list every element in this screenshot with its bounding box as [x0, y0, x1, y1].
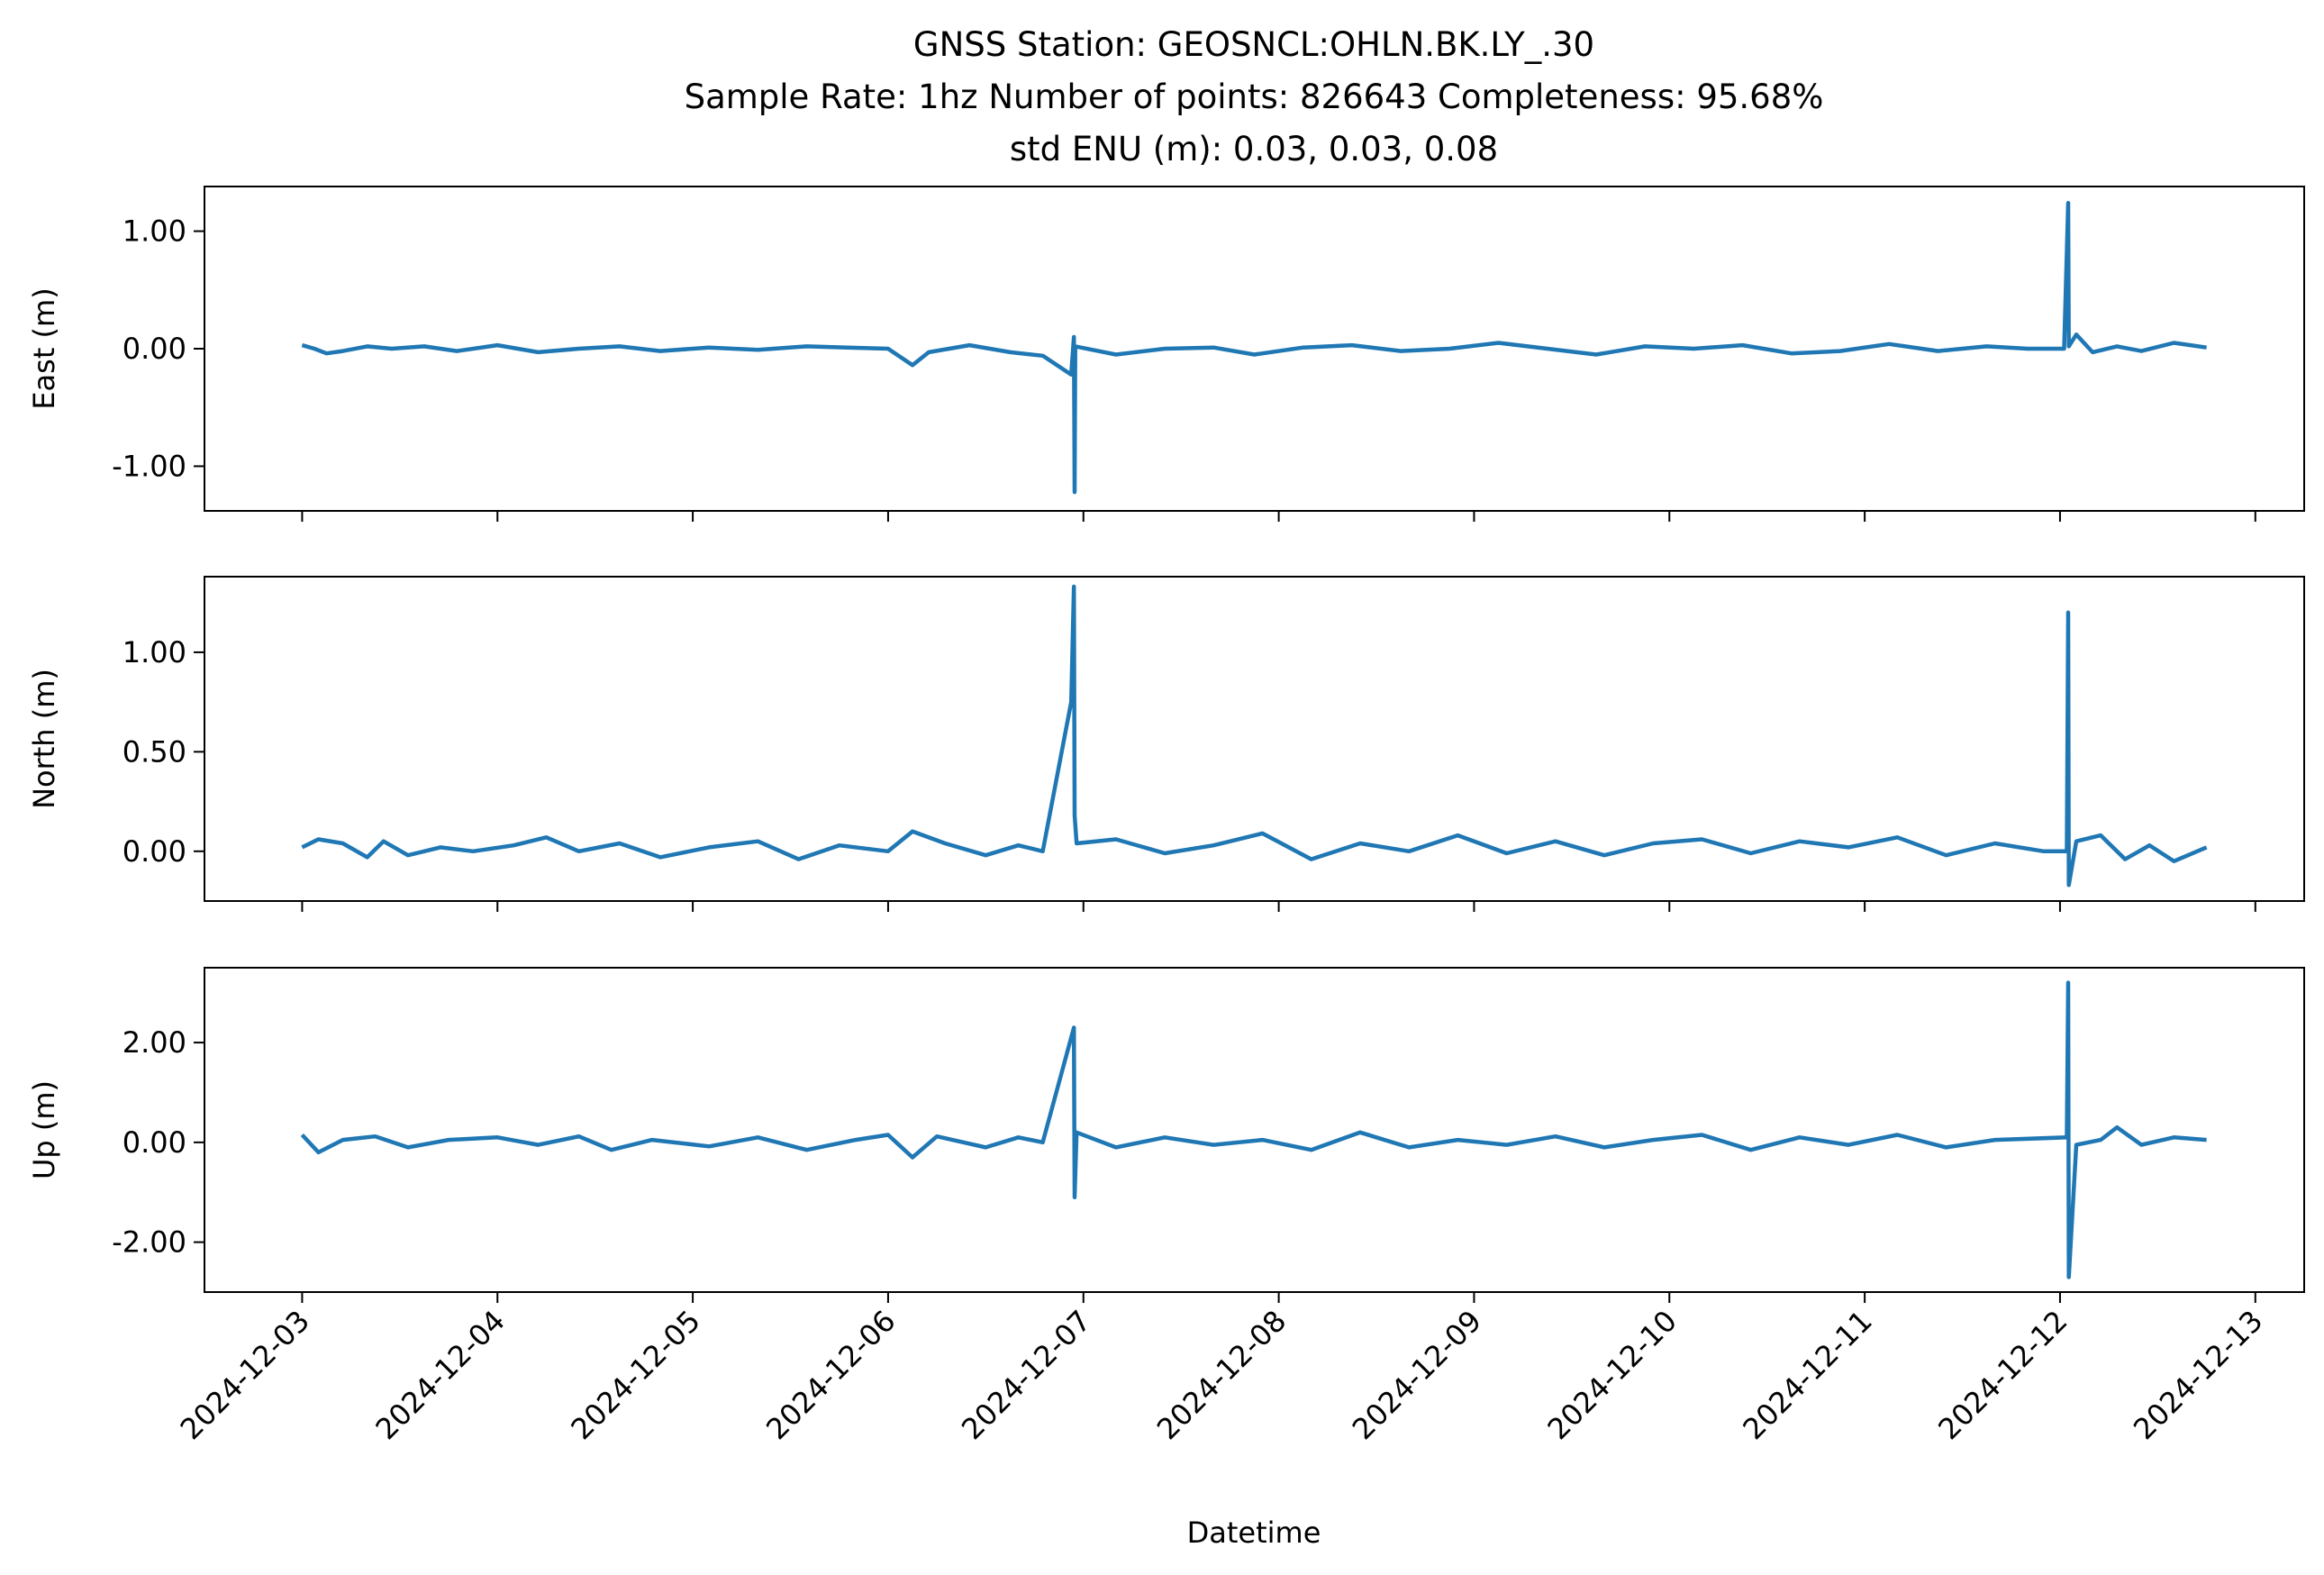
x-tick-label-3: 2024-12-06: [759, 1304, 902, 1446]
y-tick-label-panel-2-2: 2.00: [123, 1025, 186, 1060]
series-line-panel-2: [300, 980, 2207, 1279]
y-tick-label-panel-0-1: 0.00: [123, 332, 186, 366]
x-tick-label-8: 2024-12-11: [1736, 1304, 1878, 1446]
y-axis-label-panel-2: Up (m): [27, 1080, 61, 1179]
series-line-panel-0: [301, 201, 2207, 495]
y-tick-label-panel-1-0: 0.00: [123, 834, 186, 869]
plot-frame-panel-2: [204, 967, 2305, 1293]
plot-frame-panel-1: [204, 576, 2305, 902]
x-tick-label-7: 2024-12-10: [1541, 1304, 1684, 1446]
panel-1: 0.00 0.50 1.00 North (m): [27, 576, 2305, 912]
y-tick-label-panel-0-0: -1.00: [112, 449, 186, 483]
panel-2: -2.00 0.00 2.00 Up (m) 2024-12-03 2024-12-04 2…: [27, 967, 2305, 1446]
title-line-1: GNSS Station: GEOSNCL:OHLN.BK.LY_.30: [913, 25, 1594, 64]
x-tick-label-6: 2024-12-09: [1346, 1304, 1488, 1446]
y-tick-label-panel-1-1: 0.50: [123, 734, 186, 769]
y-tick-label-panel-2-1: 0.00: [123, 1125, 186, 1160]
y-tick-label-panel-1-2: 1.00: [123, 635, 186, 669]
series-line-panel-1: [301, 584, 2208, 888]
y-tick-label-panel-0-2: 1.00: [123, 214, 186, 249]
x-tick-label-10: 2024-12-13: [2127, 1304, 2269, 1446]
x-tick-label-0: 2024-12-03: [174, 1304, 316, 1446]
x-tick-label-5: 2024-12-08: [1150, 1304, 1293, 1446]
title-line-3: std ENU (m): 0.03, 0.03, 0.08: [1010, 130, 1498, 168]
x-tick-label-4: 2024-12-07: [955, 1304, 1097, 1446]
y-axis-label-panel-0: East (m): [27, 287, 61, 409]
panel-0: -1.00 0.00 1.00 East (m): [27, 186, 2305, 522]
panels: -1.00 0.00 1.00 East (m) 0.00 0.50 1.00 North (…: [27, 186, 2305, 1446]
y-axis-label-panel-1: North (m): [27, 669, 61, 809]
x-axis-label: Datetime: [1187, 1516, 1321, 1550]
x-tick-label-2: 2024-12-05: [564, 1304, 706, 1446]
x-tick-label-9: 2024-12-12: [1931, 1304, 2074, 1446]
title-line-2: Sample Rate: 1hz Number of points: 82664…: [685, 77, 1824, 116]
y-tick-label-panel-2-0: -2.00: [112, 1225, 186, 1260]
x-tick-label-1: 2024-12-04: [369, 1304, 512, 1446]
